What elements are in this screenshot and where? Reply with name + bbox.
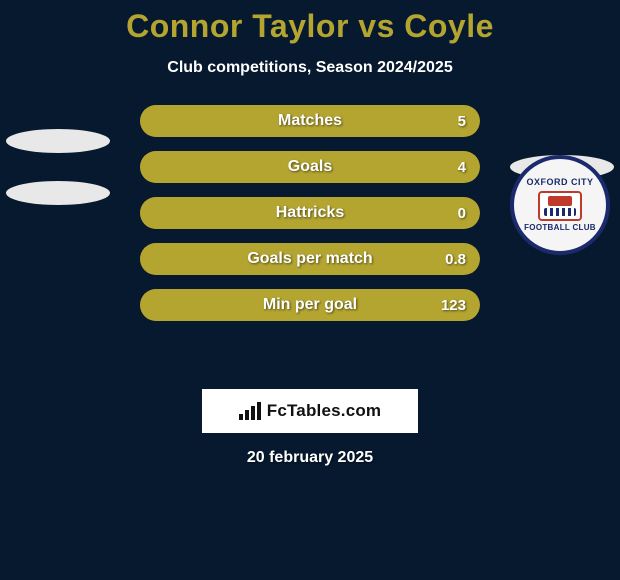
stat-bar: Goals 4 (140, 151, 480, 183)
stat-bar-value-right: 123 (441, 297, 466, 314)
stat-bar-label: Goals per match (247, 250, 372, 268)
stat-bar-label: Min per goal (263, 296, 357, 314)
brand-icon-bar (245, 410, 249, 420)
avatar-placeholder-ellipse (6, 129, 110, 153)
left-player-badge (4, 113, 112, 221)
avatar-placeholder-ellipse (6, 181, 110, 205)
stat-bar: Min per goal 123 (140, 289, 480, 321)
page-title: Connor Taylor vs Coyle (0, 0, 620, 45)
page-subtitle: Club competitions, Season 2024/2025 (0, 59, 620, 77)
bar-chart-icon (239, 402, 261, 420)
date-text: 20 february 2025 (0, 449, 620, 467)
stat-bar-label: Goals (288, 158, 332, 176)
page-root: Connor Taylor vs Coyle Club competitions… (0, 0, 620, 580)
brand-icon-bar (251, 406, 255, 420)
stat-bar-value-right: 5 (458, 113, 466, 130)
stat-bar-label: Matches (278, 112, 342, 130)
stat-bar-value-right: 4 (458, 159, 466, 176)
crest-bottom-text: FOOTBALL CLUB (524, 223, 596, 232)
stat-bar: Hattricks 0 (140, 197, 480, 229)
stat-bar-value-right: 0 (458, 205, 466, 222)
brand-icon-bar (257, 402, 261, 420)
stat-bar: Matches 5 (140, 105, 480, 137)
brand-box: FcTables.com (202, 389, 418, 433)
stat-bars: Matches 5 Goals 4 Hattricks 0 Goals per match 0… (140, 105, 480, 321)
stats-area: OXFORD CITY FOOTBALL CLUB Matches 5 Goals 4… (0, 105, 620, 365)
stat-bar: Goals per match 0.8 (140, 243, 480, 275)
brand-text: FcTables.com (267, 401, 382, 421)
crest-top-text: OXFORD CITY (526, 177, 593, 187)
stat-bar-label: Hattricks (276, 204, 344, 222)
stat-bar-value-right: 0.8 (445, 251, 466, 268)
club-crest-oxford-city: OXFORD CITY FOOTBALL CLUB (510, 155, 610, 255)
crest-shield-icon (538, 191, 582, 221)
brand-icon-bar (239, 414, 243, 420)
